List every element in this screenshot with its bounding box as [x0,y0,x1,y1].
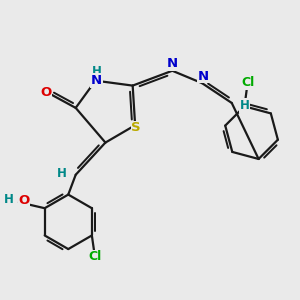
Text: H: H [4,193,14,206]
Text: O: O [18,194,29,207]
Text: H: H [92,65,101,78]
Text: N: N [167,57,178,70]
Text: S: S [131,121,141,134]
Text: Cl: Cl [241,76,255,89]
Text: H: H [240,99,250,112]
Text: Cl: Cl [89,250,102,263]
Text: H: H [57,167,67,180]
Text: N: N [197,70,208,83]
Text: O: O [40,85,52,98]
Text: N: N [91,74,102,87]
